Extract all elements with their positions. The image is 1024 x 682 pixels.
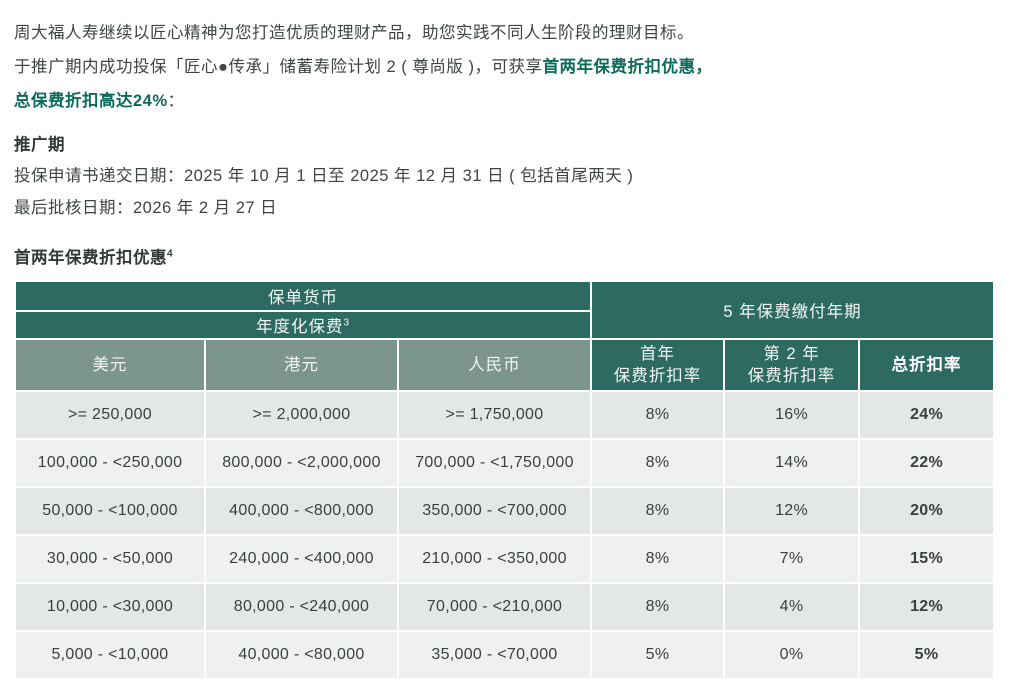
header-annualized-premium: 年度化保费3 (16, 312, 591, 338)
cell-year2-discount: 12% (725, 488, 859, 534)
column-header-year1-discount: 首年 保费折扣率 (592, 340, 724, 390)
cell-rmb: 700,000 - <1,750,000 (399, 440, 591, 486)
table-row: 10,000 - <30,000 80,000 - <240,000 70,00… (16, 584, 994, 630)
column-header-hkd: 港元 (206, 340, 397, 390)
premium-discount-table: 保单货币 5 年保费缴付年期 年度化保费3 美元 港元 人民币 首年保费折扣率 … (14, 280, 996, 680)
column-header-rmb: 人民币 (399, 340, 591, 390)
intro-line-3-highlight: 总保费折扣高达24% (14, 92, 168, 110)
cell-rmb: >= 1,750,000 (399, 392, 591, 438)
table-title-text: 首两年保费折扣优惠 (14, 249, 167, 267)
year2-label-line2: 保费折扣率 (747, 367, 836, 385)
cell-hkd: 40,000 - <80,000 (206, 632, 397, 678)
annualized-premium-footnote-marker: 3 (343, 317, 351, 329)
header-annualized-premium-text: 年度化保费 (255, 318, 344, 336)
column-header-total-discount: 总折扣率 (860, 340, 994, 390)
cell-year2-discount: 7% (725, 536, 859, 582)
header-row-columns: 美元 港元 人民币 首年保费折扣率 第 2 年保费折扣率 总折扣率 (16, 340, 994, 390)
header-payment-term: 5 年保费缴付年期 (592, 282, 994, 338)
cell-total-discount: 20% (860, 488, 994, 534)
cell-year1-discount: 8% (592, 440, 724, 486)
table-row: 50,000 - <100,000 400,000 - <800,000 350… (16, 488, 994, 534)
cell-year2-discount: 4% (725, 584, 859, 630)
intro-block: 周大福人寿继续以匠心精神为您打造优质的理财产品，助您实践不同人生阶段的理财目标。… (14, 16, 994, 118)
cell-usd: 100,000 - <250,000 (16, 440, 204, 486)
cell-year1-discount: 8% (592, 488, 724, 534)
year2-label-line1: 第 2 年 (763, 345, 820, 363)
table-row: 30,000 - <50,000 240,000 - <400,000 210,… (16, 536, 994, 582)
intro-line-2-prefix: 于推广期内成功投保「匠心●传承」储蓄寿险计划 2 ( 尊尚版 )，可获享 (14, 58, 543, 76)
table-title: 首两年保费折扣优惠4 (14, 244, 994, 268)
cell-usd: 5,000 - <10,000 (16, 632, 204, 678)
cell-rmb: 210,000 - <350,000 (399, 536, 591, 582)
intro-line-1: 周大福人寿继续以匠心精神为您打造优质的理财产品，助您实践不同人生阶段的理财目标。 (14, 16, 994, 50)
year1-label-line2: 保费折扣率 (613, 367, 702, 385)
promo-period-heading: 推广期 (14, 136, 65, 154)
cell-total-discount: 12% (860, 584, 994, 630)
intro-line-2-highlight: 首两年保费折扣优惠， (542, 58, 713, 76)
cell-total-discount: 5% (860, 632, 994, 678)
intro-line-3-suffix: ： (167, 92, 185, 110)
promo-period-submission-dates: 投保申请书递交日期：2025 年 10 月 1 日至 2025 年 12 月 3… (14, 167, 634, 185)
intro-line-1-text: 周大福人寿继续以匠心精神为您打造优质的理财产品，助您实践不同人生阶段的理财目标。 (14, 24, 694, 42)
column-header-usd: 美元 (16, 340, 204, 390)
table-row: 5,000 - <10,000 40,000 - <80,000 35,000 … (16, 632, 994, 678)
cell-rmb: 70,000 - <210,000 (399, 584, 591, 630)
intro-line-3: 总保费折扣高达24%： (14, 84, 994, 118)
cell-rmb: 350,000 - <700,000 (399, 488, 591, 534)
cell-year2-discount: 14% (725, 440, 859, 486)
cell-total-discount: 15% (860, 536, 994, 582)
cell-hkd: 800,000 - <2,000,000 (206, 440, 397, 486)
header-row-annualized-premium: 年度化保费3 (16, 312, 993, 338)
cell-year1-discount: 5% (592, 632, 724, 678)
cell-usd: >= 250,000 (16, 392, 204, 438)
intro-line-2: 于推广期内成功投保「匠心●传承」储蓄寿险计划 2 ( 尊尚版 )，可获享首两年保… (14, 50, 994, 84)
promo-period-approval-date: 最后批核日期：2026 年 2 月 27 日 (14, 199, 278, 217)
cell-hkd: 80,000 - <240,000 (206, 584, 397, 630)
cell-year2-discount: 16% (725, 392, 859, 438)
cell-rmb: 35,000 - <70,000 (399, 632, 591, 678)
cell-year1-discount: 8% (592, 584, 724, 630)
cell-usd: 30,000 - <50,000 (16, 536, 204, 582)
cell-usd: 10,000 - <30,000 (16, 584, 204, 630)
table-row: 100,000 - <250,000 800,000 - <2,000,000 … (16, 440, 994, 486)
table-title-footnote-marker: 4 (167, 248, 174, 260)
cell-hkd: 400,000 - <800,000 (206, 488, 397, 534)
cell-total-discount: 22% (860, 440, 994, 486)
cell-total-discount: 24% (860, 392, 994, 438)
cell-hkd: >= 2,000,000 (206, 392, 397, 438)
cell-usd: 50,000 - <100,000 (16, 488, 204, 534)
cell-year1-discount: 8% (592, 536, 724, 582)
cell-hkd: 240,000 - <400,000 (206, 536, 397, 582)
column-header-year2-discount: 第 2 年保费折扣率 (725, 340, 859, 390)
cell-year2-discount: 0% (725, 632, 859, 678)
table-row: >= 250,000 >= 2,000,000 >= 1,750,000 8% … (16, 392, 994, 438)
header-policy-currency: 保单货币 (16, 282, 591, 310)
header-row-policy-currency: 保单货币 5 年保费缴付年期 (16, 282, 994, 338)
cell-year1-discount: 8% (592, 392, 724, 438)
year1-label-line1: 首年 (640, 345, 676, 363)
